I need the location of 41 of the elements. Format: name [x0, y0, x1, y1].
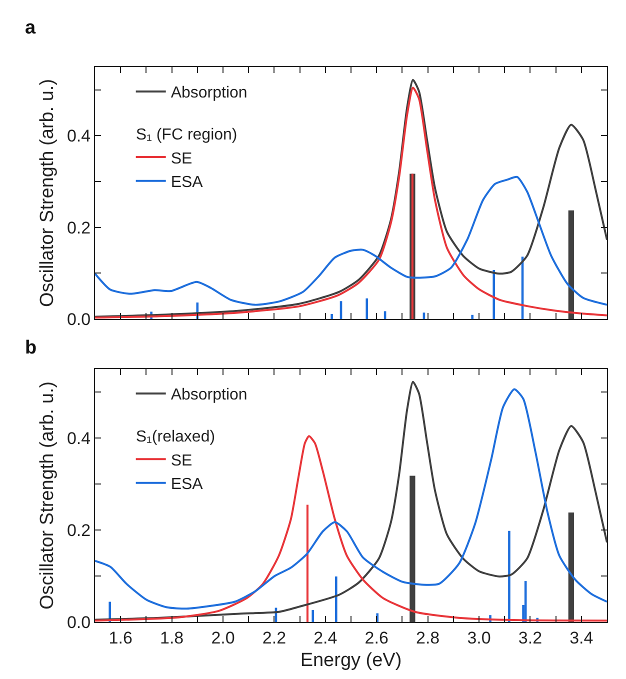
y-tick-label: 0.4 — [66, 428, 91, 448]
x-tick-label: 1.6 — [108, 628, 132, 648]
bar — [492, 270, 495, 319]
bar — [508, 530, 510, 622]
x-tick-label: 3.0 — [467, 628, 491, 648]
chart-title: b — [25, 337, 37, 358]
bar — [366, 298, 368, 319]
legend-label: ESA — [170, 174, 204, 192]
y-tick-label: 0.2 — [66, 218, 91, 238]
x-tick-label: 2.6 — [364, 628, 388, 648]
legend-title: S₁ (FC region) — [136, 126, 238, 144]
legend-label: ESA — [170, 476, 204, 494]
x-tick-label: 1.8 — [160, 628, 184, 648]
y-tick-label: 0.0 — [66, 310, 91, 329]
x-tick-label: 2.0 — [211, 628, 235, 648]
x-tick-label: 2.2 — [262, 628, 286, 648]
bar — [335, 576, 338, 622]
legend-label: Absorption — [170, 386, 248, 404]
bar — [330, 314, 333, 319]
y-axis-title: Oscillator Strength (arb. u.) — [36, 78, 58, 308]
bar — [471, 314, 474, 319]
legend-label: SE — [170, 452, 192, 470]
bar — [568, 512, 574, 622]
line-series — [95, 176, 607, 306]
x-tick-label: 2.4 — [314, 628, 338, 648]
y-tick-label: 0.0 — [66, 612, 91, 632]
chart-title: a — [25, 17, 36, 38]
y-tick-label: 0.2 — [66, 520, 91, 540]
x-axis-title: Energy (eV) — [300, 650, 402, 672]
bar — [312, 610, 314, 622]
legend-label: Absorption — [170, 84, 248, 102]
x-tick-label: 3.2 — [518, 628, 542, 648]
x-tick-label: 3.4 — [570, 628, 594, 648]
legend-label: SE — [170, 150, 192, 168]
y-axis-title: Oscillator Strength (arb. u.) — [36, 381, 58, 610]
bar — [306, 504, 308, 622]
legend-title: S₁(relaxed) — [136, 428, 216, 446]
x-tick-label: 2.8 — [416, 628, 440, 648]
bar — [410, 476, 416, 622]
y-tick-label: 0.4 — [66, 126, 91, 146]
bar — [568, 210, 574, 319]
